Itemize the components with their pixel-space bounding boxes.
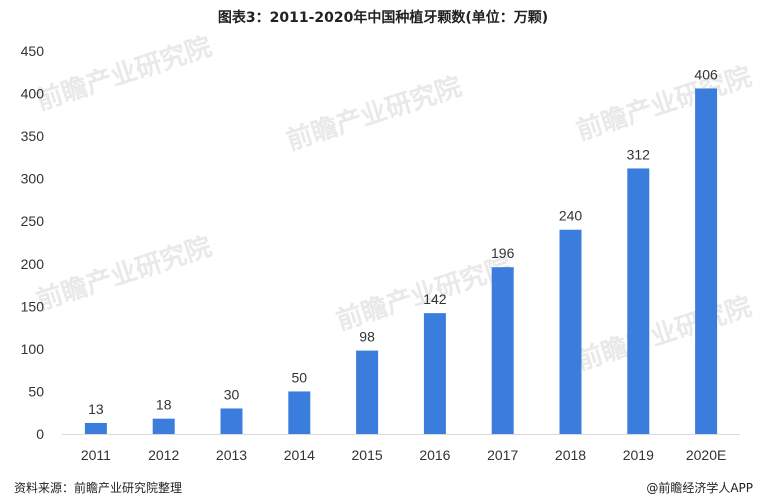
bar-2016 <box>423 313 446 434</box>
source-note: 资料来源：前瞻产业研究院整理 <box>14 480 182 495</box>
bar-2017 <box>491 267 514 434</box>
y-tick-label: 200 <box>21 256 45 272</box>
y-tick-label: 50 <box>28 383 44 399</box>
bar-2011 <box>84 422 107 434</box>
bar-2018 <box>559 229 582 434</box>
y-tick-label: 350 <box>21 128 45 144</box>
y-tick-label: 250 <box>21 213 45 229</box>
bar-2012 <box>152 418 175 434</box>
x-tick-label-2019: 2019 <box>623 447 654 463</box>
value-label-2012: 18 <box>156 397 172 413</box>
value-label-2015: 98 <box>359 329 375 345</box>
value-label-2019: 312 <box>627 146 651 162</box>
value-label-2016: 142 <box>423 291 447 307</box>
watermark-text: 前瞻产业研究院 <box>33 31 216 117</box>
x-tick-label-2013: 2013 <box>216 447 247 463</box>
x-axis: 2011 2012 2013 2014 2015 2016 2017 2018 2019 2020… <box>81 447 726 463</box>
x-tick-label-2012: 2012 <box>148 447 179 463</box>
x-tick-label-2011: 2011 <box>81 447 111 463</box>
chart-title: 图表3：2011-2020年中国种植牙颗数(单位：万颗) <box>218 9 548 26</box>
y-tick-label: 150 <box>21 298 45 314</box>
data-labels: 13 18 30 50 98 142 196 240 312 406 <box>88 66 718 416</box>
y-tick-label: 450 <box>21 43 45 59</box>
bar-series <box>84 88 718 435</box>
y-tick-label: 400 <box>21 86 45 102</box>
x-tick-label-2014: 2014 <box>284 447 315 463</box>
x-tick-label-2016: 2016 <box>419 447 450 463</box>
y-tick-label: 0 <box>36 426 44 442</box>
watermark-text: 前瞻产业研究院 <box>573 291 756 377</box>
bar-2015 <box>356 350 379 434</box>
y-axis: 0 50 100 150 200 250 300 350 400 450 <box>21 43 45 442</box>
value-label-2014: 50 <box>292 369 308 385</box>
bar-2019 <box>627 168 650 434</box>
bar-2014 <box>288 391 311 434</box>
value-label-2017: 196 <box>491 245 515 261</box>
x-tick-label-2020E: 2020E <box>686 447 726 463</box>
value-label-2013: 30 <box>224 386 240 402</box>
brand-credit: @前瞻经济学人APP <box>646 480 753 495</box>
x-tick-label-2015: 2015 <box>352 447 383 463</box>
value-label-2020E: 406 <box>694 66 718 82</box>
value-label-2018: 240 <box>559 208 583 224</box>
value-label-2011: 13 <box>88 401 104 417</box>
y-tick-label: 300 <box>21 171 45 187</box>
x-tick-label-2017: 2017 <box>487 447 518 463</box>
bar-2013 <box>220 408 243 434</box>
watermark-text: 前瞻产业研究院 <box>33 231 216 317</box>
watermark-text: 前瞻产业研究院 <box>573 61 756 147</box>
watermark-text: 前瞻产业研究院 <box>283 71 466 157</box>
x-tick-label-2018: 2018 <box>555 447 586 463</box>
bar-2020E <box>695 88 718 435</box>
y-tick-label: 100 <box>21 341 45 357</box>
